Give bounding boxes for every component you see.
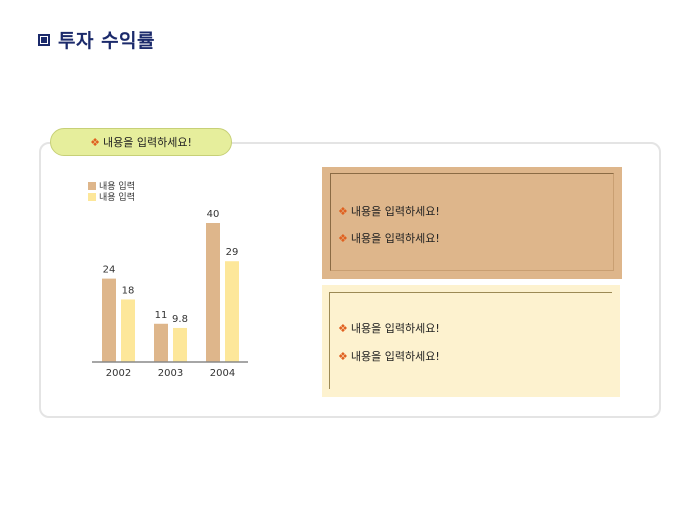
panel-header-text: 내용을 입력하세요! (103, 136, 192, 149)
legend-label-1: 내용 입력 (99, 180, 135, 192)
panel-header-pill: ❖ 내용을 입력하세요! (50, 128, 232, 156)
page-title: 투자 수익률 (58, 30, 156, 52)
box2-bullet-2: ❖ 내용을 입력하세요! (338, 348, 440, 364)
bar-2002-s1 (102, 278, 116, 362)
data-label-2002-s2: 18 (122, 285, 135, 296)
text-box-tan: ❖ 내용을 입력하세요! ❖ 내용을 입력하세요! (322, 167, 622, 279)
x-tick-2002: 2002 (106, 368, 131, 379)
diamond-bullet-icon: ❖ (338, 204, 348, 218)
bar-2003-s2 (173, 327, 187, 362)
data-label-2003-s1: 11 (155, 310, 168, 321)
legend-swatch-2 (88, 193, 96, 201)
x-tick-2003: 2003 (158, 368, 183, 379)
text-box-tan-frame (330, 173, 614, 271)
box2-bullet-text-2: 내용을 입력하세요! (350, 350, 440, 363)
data-label-2002-s1: 24 (103, 265, 116, 276)
box1-bullet-text-2: 내용을 입력하세요! (350, 232, 440, 245)
text-box-cream: ❖ 내용을 입력하세요! ❖ 내용을 입력하세요! (322, 285, 620, 397)
bar-2004-s2 (225, 261, 239, 362)
data-label-2003-s2: 9.8 (172, 314, 188, 325)
x-tick-2004: 2004 (210, 368, 235, 379)
page-title-group: 투자 수익률 (38, 26, 155, 53)
data-label-2004-s1: 40 (207, 209, 220, 220)
data-label-2004-s2: 29 (226, 247, 239, 258)
bar-2004-s1 (206, 223, 220, 362)
box2-bullet-text-1: 내용을 입력하세요! (350, 322, 440, 335)
bar-2002-s2 (121, 299, 135, 362)
diamond-bullet-icon: ❖ (338, 349, 348, 363)
box1-bullet-2: ❖ 내용을 입력하세요! (338, 230, 440, 246)
bar-2003-s1 (154, 323, 168, 362)
box1-bullet-1: ❖ 내용을 입력하세요! (338, 203, 440, 219)
square-bullet-icon (38, 33, 50, 46)
box1-bullet-text-1: 내용을 입력하세요! (350, 205, 440, 218)
diamond-bullet-icon: ❖ (338, 231, 348, 245)
legend-swatch-1 (88, 182, 96, 190)
diamond-bullet-icon: ❖ (90, 135, 100, 149)
box2-bullet-1: ❖ 내용을 입력하세요! (338, 320, 440, 336)
legend-label-2: 내용 입력 (99, 191, 135, 203)
text-box-cream-frame (329, 292, 612, 389)
diamond-bullet-icon: ❖ (338, 321, 348, 335)
